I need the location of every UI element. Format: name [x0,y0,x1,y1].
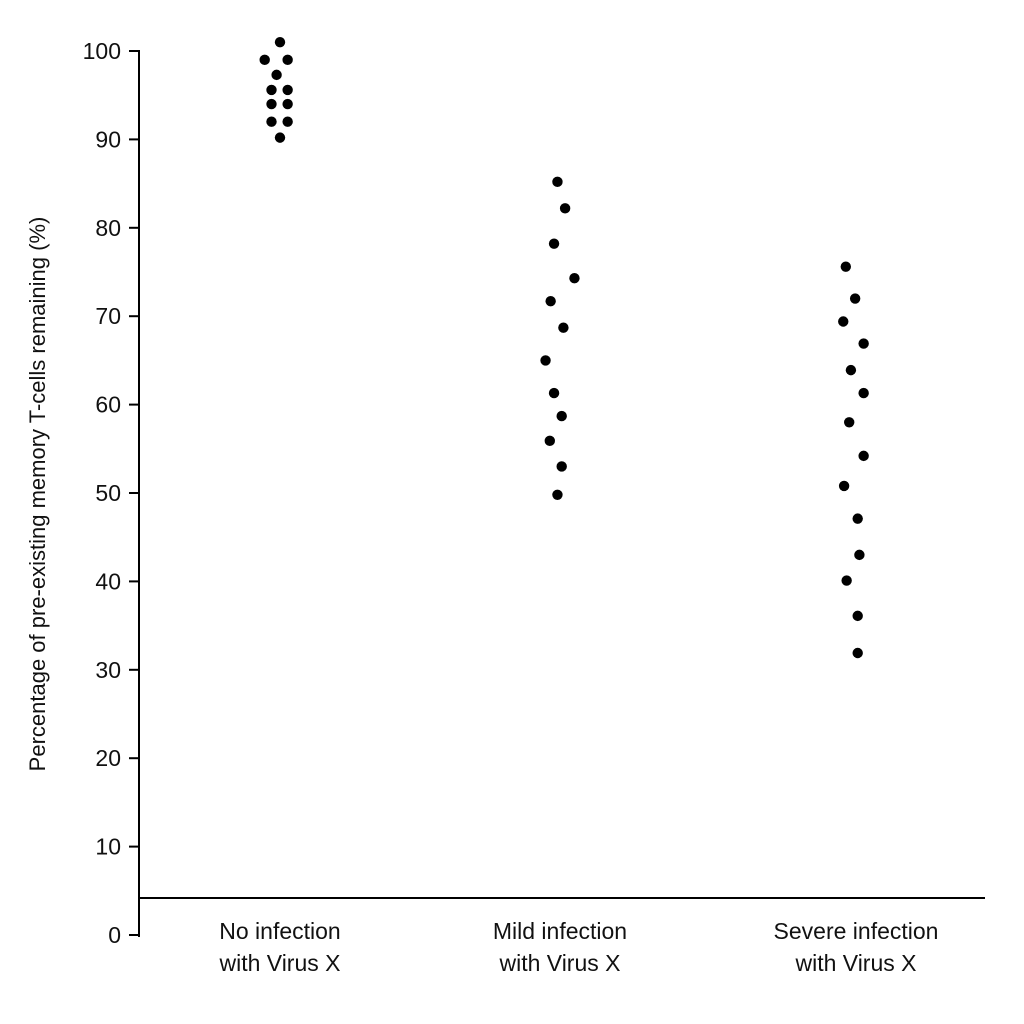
data-point [838,480,850,492]
y-tick-label: 40 [95,568,121,594]
x-category-label: with Virus X [794,950,916,976]
data-point [556,461,567,472]
data-point [548,238,560,249]
y-tick-label: 60 [95,392,121,418]
data-point [282,54,293,66]
x-category-label: with Virus X [498,950,620,976]
data-point [274,132,286,143]
y-tick-label: 0 [108,922,121,948]
data-point [282,116,293,127]
y-tick-label: 30 [95,657,121,683]
data-points [259,36,869,659]
data-point [845,364,857,376]
data-point [282,84,293,96]
data-point [540,355,551,366]
data-point [552,489,563,500]
y-tick-label: 100 [83,38,121,64]
data-point [548,387,560,399]
y-axis-title: Percentage of pre-existing memory T-cell… [25,217,50,772]
data-point [858,450,869,462]
data-point [559,203,571,214]
y-tick-label: 80 [95,215,121,241]
y-tick-label: 20 [95,745,121,771]
y-tick-label: 90 [95,126,121,152]
y-tick-label: 10 [95,834,121,860]
data-point [852,610,863,622]
data-point [854,549,865,561]
data-point [838,316,849,327]
data-point [849,293,861,304]
y-tick-label: 50 [95,480,121,506]
data-point [841,575,852,586]
data-point [840,261,851,272]
data-point [858,338,869,349]
data-point [858,387,869,399]
data-point [266,98,277,110]
data-point [556,410,567,422]
data-point [544,435,555,447]
data-point [266,84,277,96]
data-point [271,69,282,81]
data-point [558,322,569,333]
data-point [852,513,863,524]
data-point [266,116,277,127]
data-point [282,98,293,110]
data-point [274,36,286,48]
data-point [852,647,863,659]
data-point [259,54,270,66]
data-point [552,176,563,188]
x-category-label: Mild infection [493,918,627,944]
x-category-label: No infection [219,918,340,944]
data-point [569,272,580,284]
x-category-label: Severe infection [774,918,939,944]
x-axis-category-labels: No infection with Virus X Mild infection wi… [218,918,938,976]
data-point [844,417,855,428]
y-tick-label: 70 [95,303,121,329]
data-point [545,295,556,307]
x-category-label: with Virus X [218,950,340,976]
y-axis-ticks: 0 10 20 30 40 50 60 70 80 90 100 [83,38,139,948]
